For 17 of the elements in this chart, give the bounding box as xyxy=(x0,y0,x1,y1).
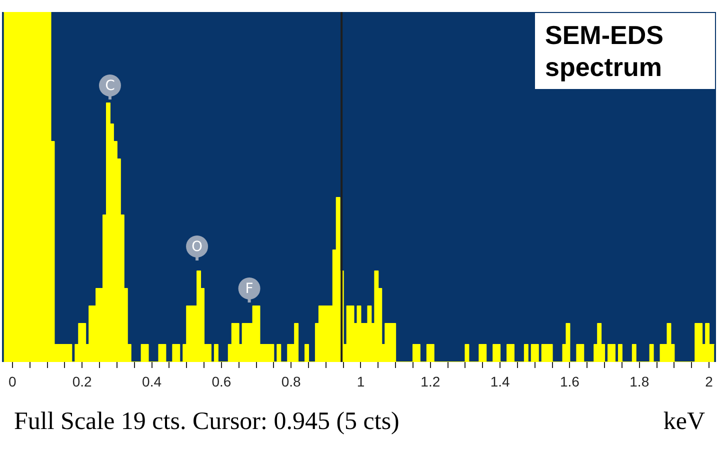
x-axis-title: keV xyxy=(663,408,705,436)
x-tick-label: 0.4 xyxy=(142,373,162,390)
annotation: F xyxy=(245,281,254,298)
annotation: C xyxy=(105,78,116,94)
x-tick-label: 0.6 xyxy=(212,373,232,390)
x-tick-label: 1.2 xyxy=(420,373,440,390)
x-tick-label: 1.4 xyxy=(490,373,510,390)
text: Full Scale 19 cts. Cursor: 0.945 (5 cts) xyxy=(14,408,400,435)
x-tick-label: 0.2 xyxy=(72,373,92,390)
x-tick-label: 1 xyxy=(356,373,365,390)
x-tick-label: 1.8 xyxy=(630,373,650,390)
x-tick-label: 0.8 xyxy=(281,373,302,390)
x-tick-label: 2 xyxy=(705,373,714,390)
x-tick-label: 1.6 xyxy=(560,373,580,390)
text: SEM-EDS spectrum xyxy=(535,13,715,89)
annotation: O xyxy=(192,239,203,256)
x-tick-label: 0 xyxy=(8,373,17,390)
